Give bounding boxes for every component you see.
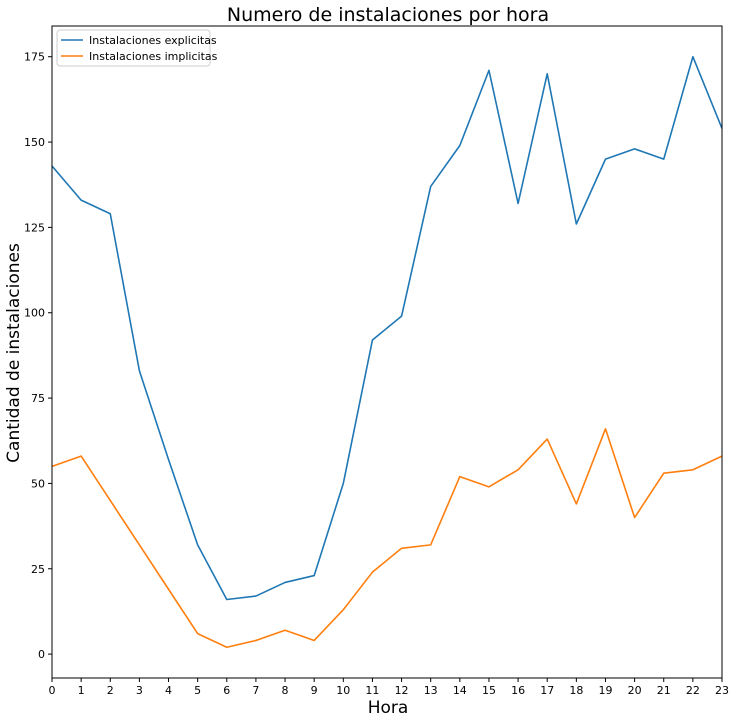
- x-tick-label: 19: [598, 684, 612, 697]
- y-axis-label: Cantidad de instalaciones: [4, 243, 24, 463]
- x-tick-label: 0: [49, 684, 56, 697]
- series-line-implicitas: [51, 428, 723, 649]
- y-tick-label: 0: [38, 648, 45, 661]
- x-tick-label: 4: [165, 684, 172, 697]
- y-tick-label: 150: [24, 136, 45, 149]
- x-tick-label: 12: [395, 684, 409, 697]
- x-tick-label: 10: [336, 684, 350, 697]
- x-tick-label: 23: [715, 684, 729, 697]
- x-tick-label: 16: [511, 684, 525, 697]
- x-tick-label: 2: [107, 684, 114, 697]
- x-axis-ticks: 0 1 2 3 4 5 6 7 8 9 10 11 12 13 14 15 16 17 18 19 20 21 22 23: [49, 678, 729, 697]
- x-tick-label: 7: [252, 684, 259, 697]
- x-tick-label: 6: [223, 684, 230, 697]
- x-tick-label: 20: [628, 684, 642, 697]
- plot-frame: [51, 25, 723, 679]
- x-tick-label: 3: [136, 684, 143, 697]
- series-lines: [51, 55, 723, 649]
- x-tick-label: 11: [365, 684, 379, 697]
- x-tick-label: 9: [311, 684, 318, 697]
- x-axis-label: Hora: [368, 698, 409, 718]
- x-tick-label: 15: [482, 684, 496, 697]
- x-tick-label: 21: [657, 684, 671, 697]
- chart-title: Numero de instalaciones por hora: [227, 4, 549, 26]
- x-tick-label: 22: [686, 684, 700, 697]
- x-tick-label: 14: [453, 684, 467, 697]
- y-tick-label: 75: [31, 392, 45, 405]
- y-tick-label: 25: [31, 563, 45, 576]
- x-tick-label: 5: [194, 684, 201, 697]
- legend: Instalaciones explicitas Instalaciones i…: [56, 29, 218, 67]
- x-tick-label: 13: [424, 684, 438, 697]
- series-line-explicitas: [51, 55, 723, 601]
- legend-label-explicitas: Instalaciones explicitas: [89, 34, 217, 47]
- x-tick-label: 8: [282, 684, 289, 697]
- y-tick-label: 100: [24, 307, 45, 320]
- x-tick-label: 1: [78, 684, 85, 697]
- y-tick-label: 125: [24, 221, 45, 234]
- y-tick-label: 50: [31, 477, 45, 490]
- x-tick-label: 17: [540, 684, 554, 697]
- legend-label-implicitas: Instalaciones implicitas: [89, 50, 218, 63]
- y-tick-label: 175: [24, 51, 45, 64]
- legend-box: [56, 29, 211, 67]
- y-axis-ticks: 0 25 50 75 100 125 150 175: [24, 51, 52, 661]
- x-tick-label: 18: [569, 684, 583, 697]
